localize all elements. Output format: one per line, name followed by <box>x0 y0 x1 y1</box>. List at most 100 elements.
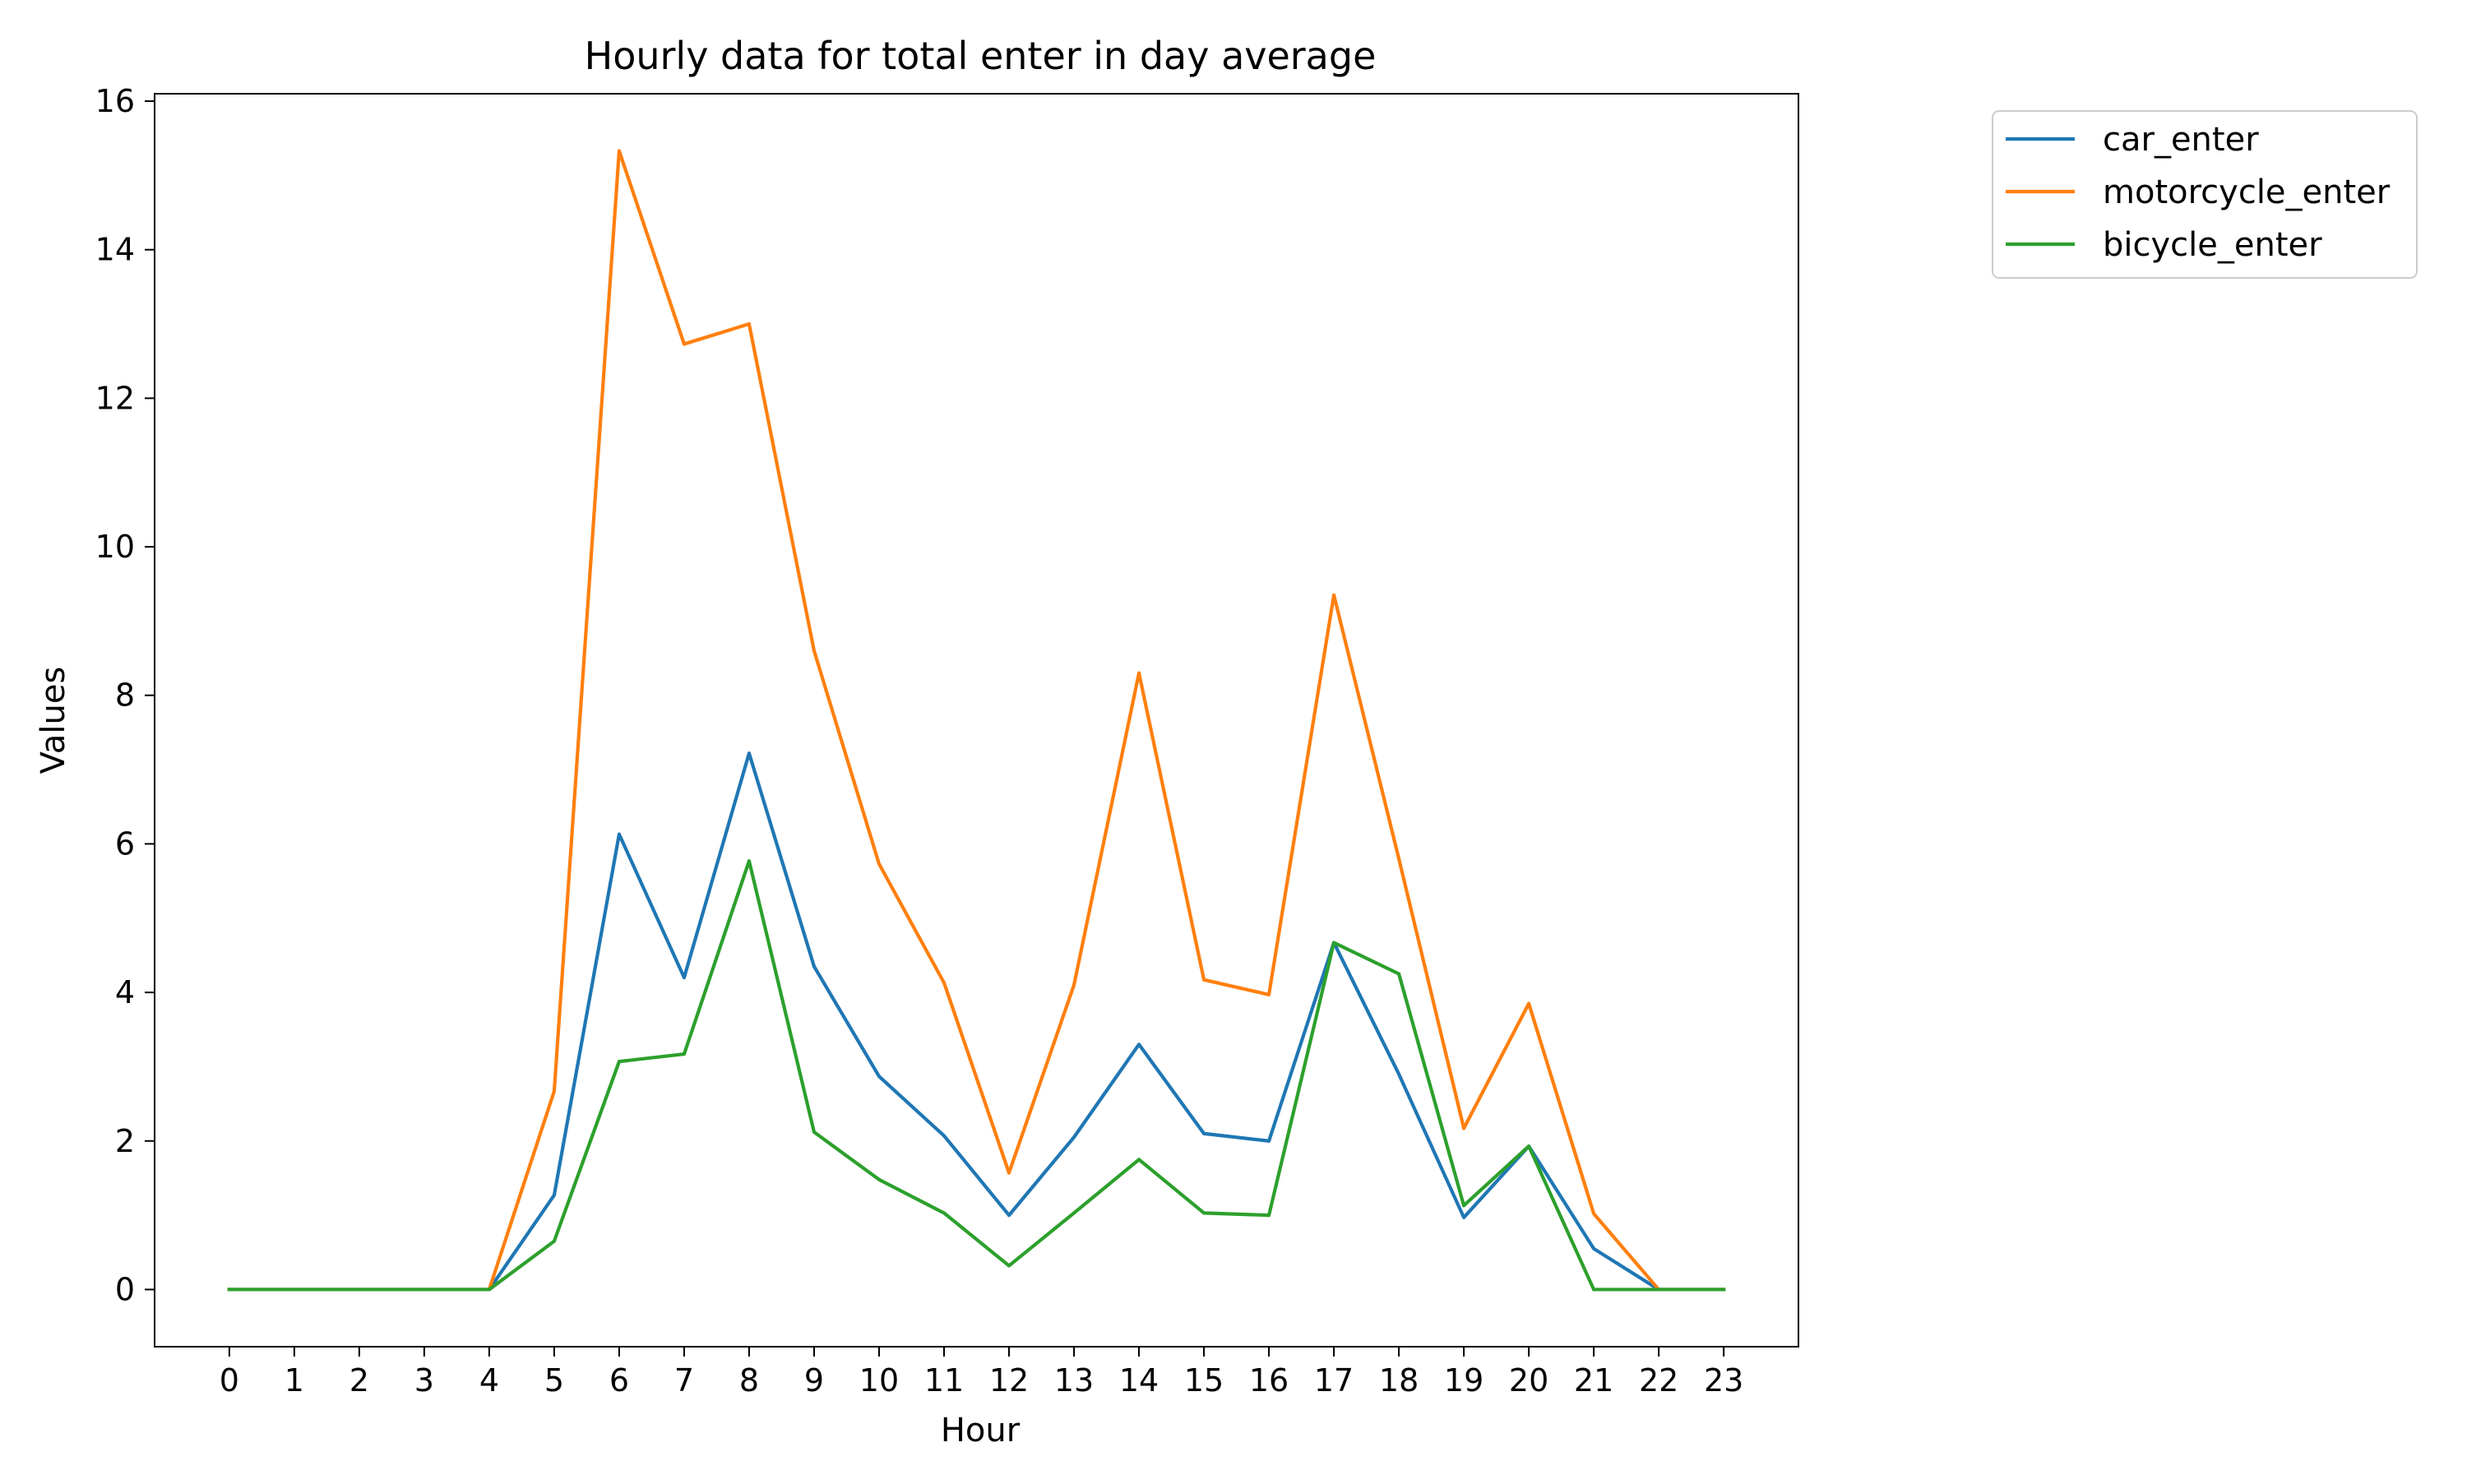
data-point-bicycle-enter <box>1657 1288 1661 1292</box>
data-point-bicycle-enter <box>422 1288 426 1292</box>
x-tick-label: 1 <box>285 1362 304 1398</box>
legend: car_enter motorcycle_enter bicycle_enter <box>1992 110 2418 279</box>
x-tick-label: 3 <box>414 1362 434 1398</box>
data-point-car-enter <box>1202 1131 1206 1135</box>
data-point-motorcycle-enter <box>682 342 686 346</box>
data-point-bicycle-enter <box>1332 941 1336 945</box>
data-point-motorcycle-enter <box>1072 983 1076 987</box>
data-point-motorcycle-enter <box>1137 671 1141 675</box>
data-point-motorcycle-enter <box>1592 1212 1596 1216</box>
legend-label: bicycle_enter <box>2103 226 2322 264</box>
data-point-motorcycle-enter <box>617 149 621 153</box>
data-point-motorcycle-enter <box>1202 978 1206 982</box>
data-point-bicycle-enter <box>1267 1214 1271 1218</box>
data-point-bicycle-enter <box>942 1211 946 1215</box>
y-tick-label: 10 <box>95 529 135 565</box>
x-tick-label: 6 <box>609 1362 629 1398</box>
data-point-bicycle-enter <box>292 1288 296 1292</box>
x-tick-label: 13 <box>1054 1362 1094 1398</box>
data-point-car-enter <box>1397 1072 1401 1076</box>
data-point-bicycle-enter <box>1072 1211 1076 1215</box>
y-tick-label: 8 <box>115 677 135 714</box>
data-point-bicycle-enter <box>682 1052 686 1056</box>
data-point-motorcycle-enter <box>1397 857 1401 861</box>
x-tick-label: 16 <box>1249 1362 1289 1398</box>
data-point-car-enter <box>1592 1246 1596 1251</box>
y-tick-label: 16 <box>95 83 135 119</box>
data-point-motorcycle-enter <box>942 981 946 985</box>
legend-label: car_enter <box>2103 121 2259 159</box>
x-tick-label: 11 <box>924 1362 964 1398</box>
x-tick-label: 14 <box>1119 1362 1159 1398</box>
data-point-motorcycle-enter <box>1332 593 1336 597</box>
data-point-motorcycle-enter <box>1007 1171 1011 1175</box>
data-point-bicycle-enter <box>1397 972 1401 976</box>
x-tick-label: 5 <box>544 1362 564 1398</box>
x-tick-label: 7 <box>674 1362 694 1398</box>
data-point-motorcycle-enter <box>812 649 816 653</box>
y-tick-label: 2 <box>115 1123 135 1159</box>
data-point-bicycle-enter <box>1592 1288 1596 1292</box>
data-point-bicycle-enter <box>1137 1158 1141 1162</box>
x-tick-label: 19 <box>1444 1362 1483 1398</box>
data-point-motorcycle-enter <box>1462 1126 1466 1130</box>
data-point-bicycle-enter <box>1462 1204 1466 1208</box>
y-tick-label: 0 <box>115 1271 135 1307</box>
data-point-motorcycle-enter <box>877 862 881 866</box>
data-point-car-enter <box>1007 1214 1011 1218</box>
x-tick-label: 17 <box>1314 1362 1354 1398</box>
data-point-bicycle-enter <box>747 859 751 863</box>
data-point-bicycle-enter <box>1202 1211 1206 1215</box>
legend-label: motorcycle_enter <box>2103 173 2391 211</box>
data-point-car-enter <box>617 832 621 836</box>
x-tick-label: 8 <box>739 1362 759 1398</box>
data-point-car-enter <box>747 751 751 756</box>
data-point-motorcycle-enter <box>747 322 751 326</box>
x-tick-label: 22 <box>1639 1362 1678 1398</box>
legend-box <box>1992 110 2418 279</box>
data-point-bicycle-enter <box>1722 1288 1726 1292</box>
series-line-bicycle-enter <box>227 859 1726 1292</box>
data-point-car-enter <box>552 1193 556 1197</box>
data-point-car-enter <box>682 976 686 980</box>
x-tick-label: 23 <box>1704 1362 1743 1398</box>
x-tick-label: 18 <box>1379 1362 1419 1398</box>
data-point-bicycle-enter <box>357 1288 361 1292</box>
x-tick-label: 9 <box>804 1362 824 1398</box>
data-point-bicycle-enter <box>877 1177 881 1181</box>
data-point-car-enter <box>942 1134 946 1138</box>
data-point-car-enter <box>1462 1215 1466 1219</box>
data-point-bicycle-enter <box>552 1239 556 1243</box>
data-point-car-enter <box>877 1075 881 1079</box>
data-point-bicycle-enter <box>227 1288 231 1292</box>
x-tick-label: 15 <box>1184 1362 1224 1398</box>
plot-frame <box>154 93 1799 1348</box>
x-tick-label: 20 <box>1509 1362 1548 1398</box>
data-point-car-enter <box>1137 1042 1141 1047</box>
data-point-motorcycle-enter <box>552 1089 556 1093</box>
x-tick-label: 12 <box>989 1362 1029 1398</box>
data-point-car-enter <box>1267 1139 1271 1143</box>
data-point-bicycle-enter <box>1527 1144 1531 1149</box>
x-axis-label: Hour <box>941 1412 1021 1449</box>
data-point-motorcycle-enter <box>1267 992 1271 996</box>
y-tick-label: 6 <box>115 825 135 862</box>
y-tick-label: 12 <box>95 380 135 416</box>
data-point-bicycle-enter <box>487 1288 491 1292</box>
y-tick-label: 14 <box>95 232 135 268</box>
y-tick-label: 4 <box>115 974 135 1010</box>
data-point-bicycle-enter <box>1007 1264 1011 1268</box>
data-point-car-enter <box>812 964 816 969</box>
data-point-motorcycle-enter <box>1527 1001 1531 1006</box>
data-point-bicycle-enter <box>617 1060 621 1064</box>
data-point-bicycle-enter <box>812 1130 816 1134</box>
chart-title: Hourly data for total enter in day avera… <box>585 34 1377 78</box>
x-tick-label: 10 <box>859 1362 899 1398</box>
x-tick-label: 2 <box>349 1362 369 1398</box>
y-axis-label: Values <box>35 667 72 774</box>
x-tick-label: 21 <box>1574 1362 1613 1398</box>
data-point-car-enter <box>1072 1135 1076 1140</box>
x-tick-label: 0 <box>220 1362 239 1398</box>
